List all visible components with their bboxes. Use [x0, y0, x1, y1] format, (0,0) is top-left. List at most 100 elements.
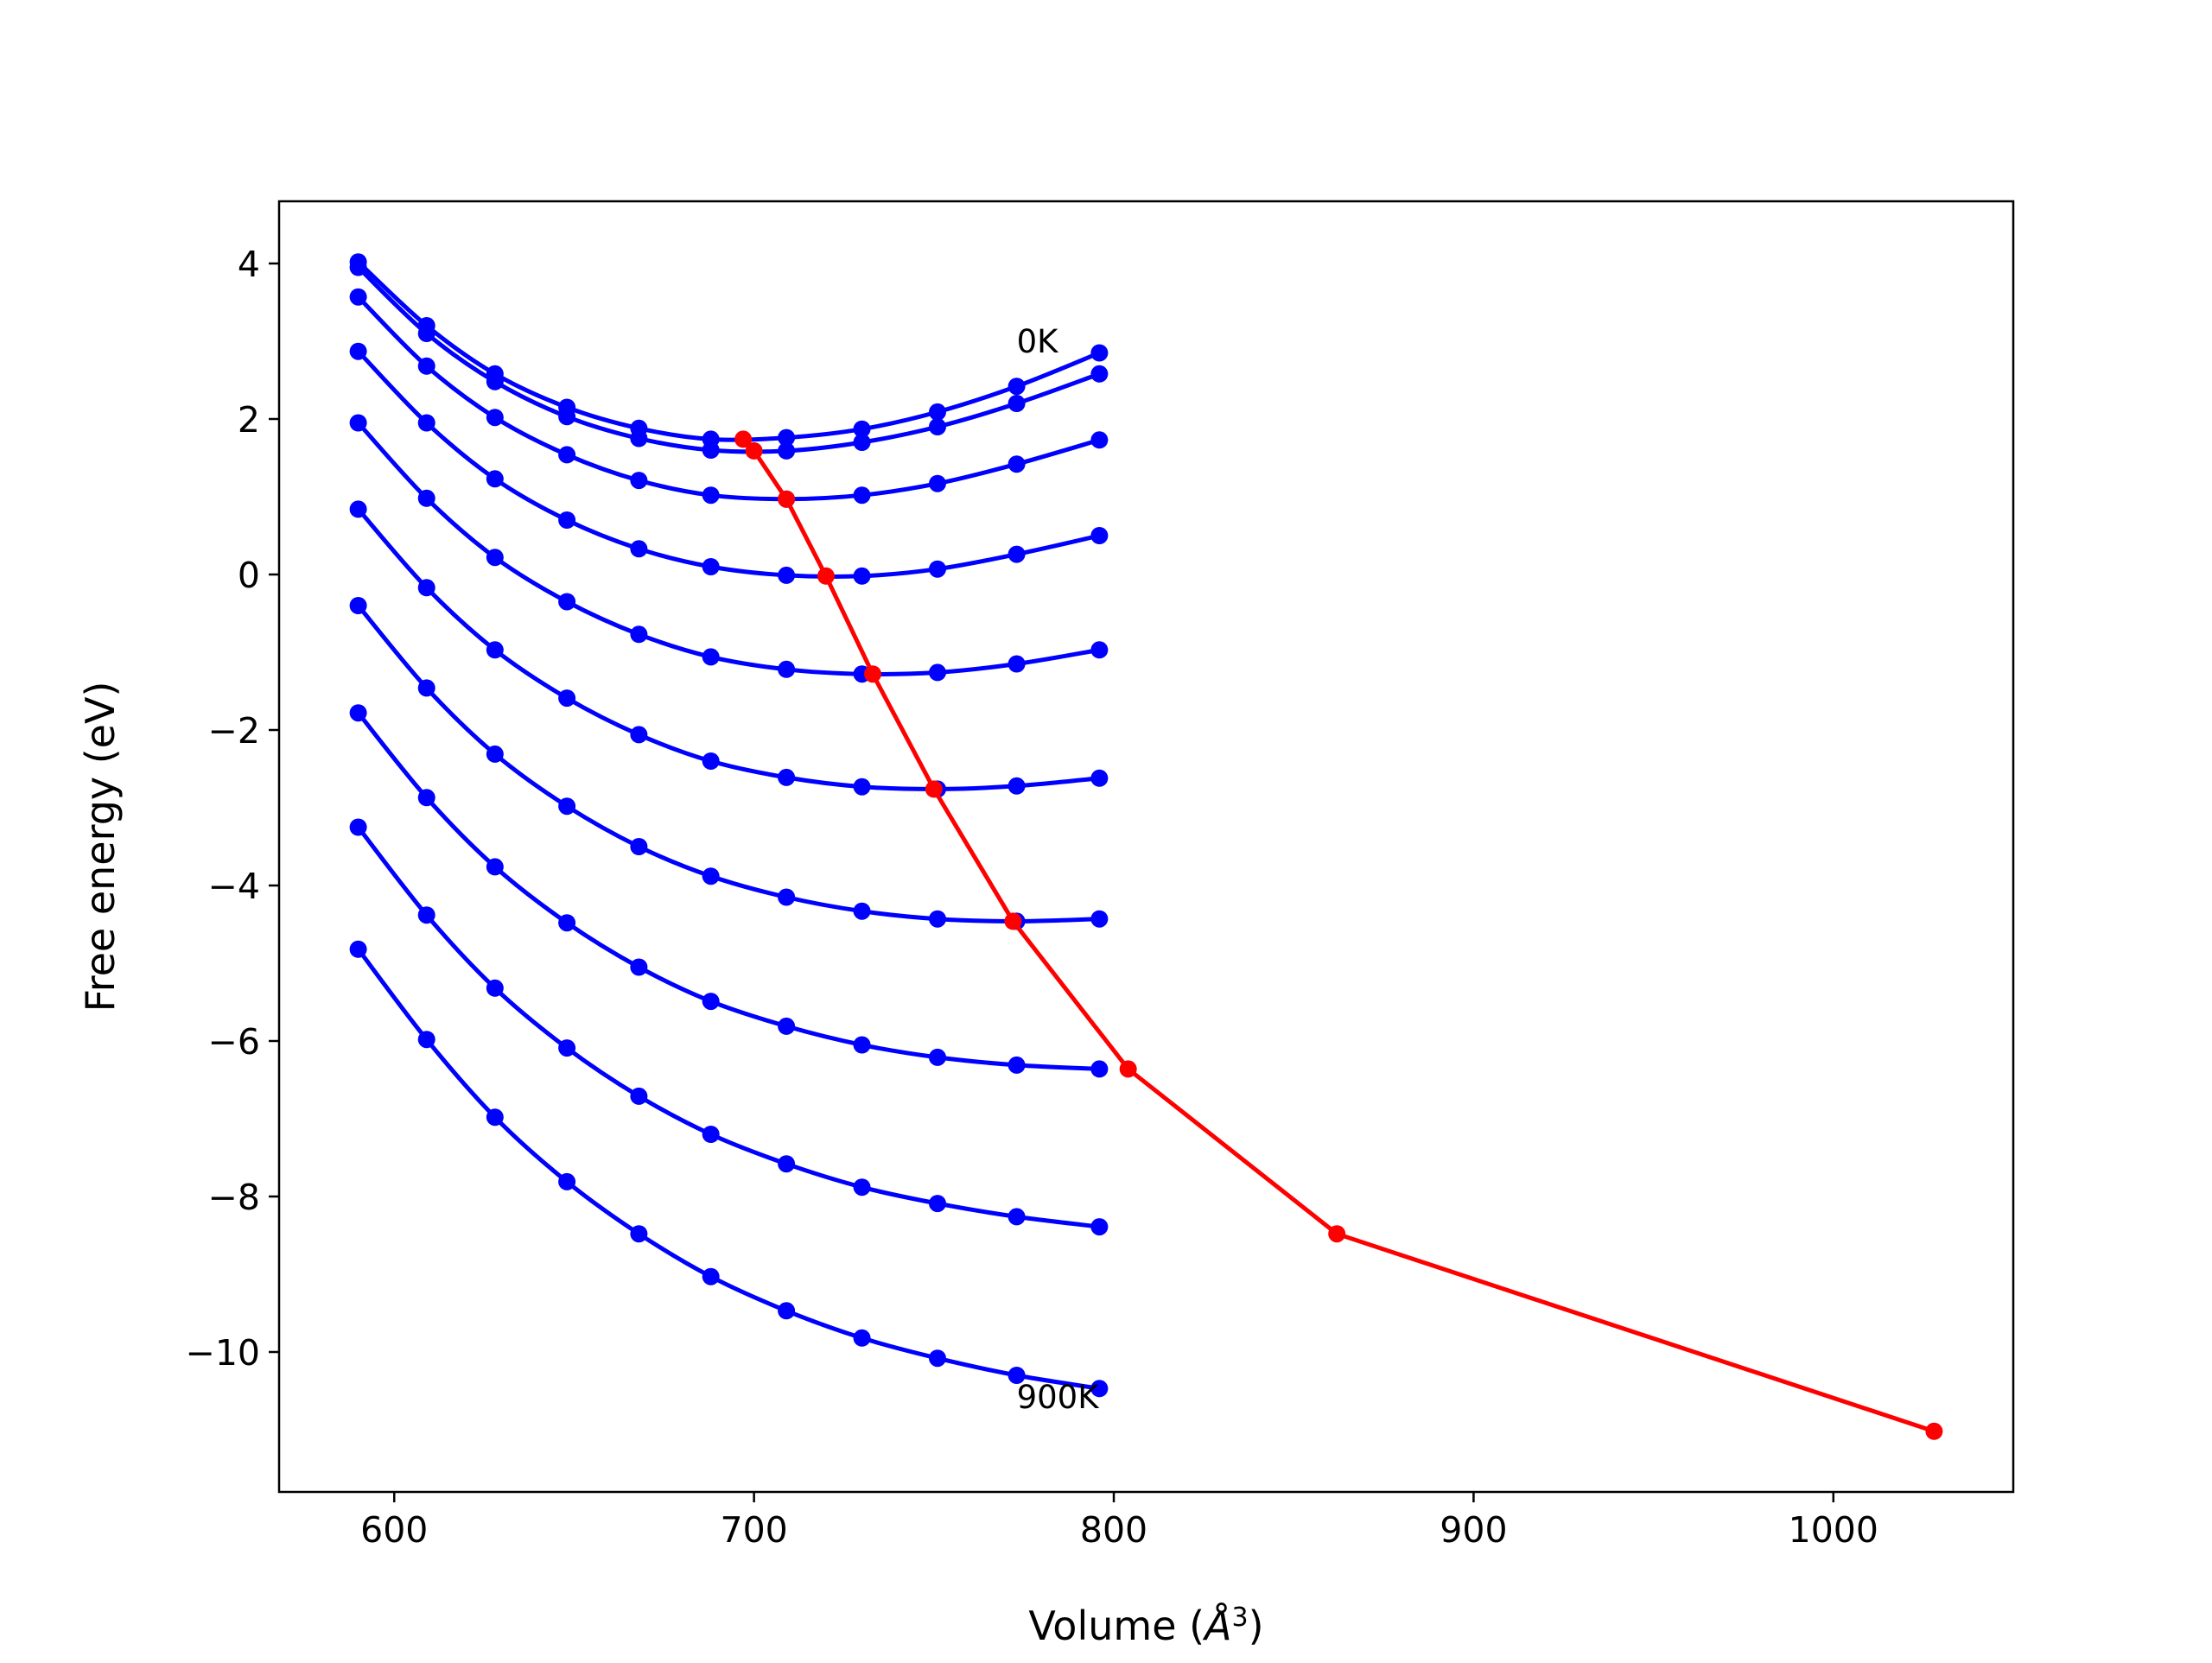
- series-point: [1007, 455, 1026, 473]
- minima-point: [1925, 1422, 1943, 1440]
- series-point: [558, 593, 576, 611]
- series-point: [630, 625, 648, 644]
- series-point: [853, 420, 871, 438]
- series-point: [928, 1195, 946, 1213]
- y-tick-label: −10: [185, 1332, 260, 1374]
- minima-point: [1119, 1060, 1137, 1078]
- series-point: [486, 549, 504, 567]
- series-point: [417, 414, 435, 432]
- series-9: [349, 940, 1109, 1398]
- series-point: [630, 1225, 648, 1243]
- y-tick-label: 0: [238, 555, 260, 596]
- series-point: [778, 768, 796, 786]
- series-point: [928, 1048, 946, 1066]
- series-point: [1090, 910, 1109, 928]
- series-point: [630, 540, 648, 558]
- series-point: [928, 474, 946, 492]
- series-point: [1090, 344, 1109, 362]
- series-point: [1090, 1060, 1109, 1078]
- series-point: [558, 797, 576, 816]
- series-point: [1007, 1208, 1026, 1226]
- series-point: [417, 679, 435, 697]
- series-point: [702, 752, 720, 770]
- series-point: [702, 993, 720, 1011]
- minima-point: [745, 441, 763, 460]
- x-tick-label: 900: [1440, 1509, 1507, 1551]
- series-point: [1090, 769, 1109, 787]
- series-point: [417, 1031, 435, 1049]
- series-point: [558, 408, 576, 426]
- series-3: [349, 342, 1109, 585]
- series-point: [853, 1036, 871, 1054]
- series-point: [417, 325, 435, 342]
- series-point: [486, 979, 504, 997]
- series-point: [928, 1349, 946, 1368]
- series-point: [486, 1108, 504, 1127]
- series-point: [349, 342, 367, 360]
- series-point: [702, 867, 720, 885]
- series-5: [349, 500, 1109, 798]
- x-tick-label: 800: [1080, 1509, 1147, 1551]
- series-point: [778, 1017, 796, 1035]
- minima-series: [734, 430, 1943, 1440]
- series-point: [558, 511, 576, 529]
- plot-area: 0K 900K: [349, 253, 1943, 1440]
- series-point: [928, 910, 946, 928]
- series-4: [349, 414, 1109, 683]
- series-point: [1090, 1218, 1109, 1236]
- x-tick-label: 600: [360, 1509, 428, 1551]
- series-point: [702, 558, 720, 575]
- minima-point: [734, 430, 753, 448]
- series-point: [853, 486, 871, 505]
- series-point: [853, 567, 871, 585]
- series-point: [417, 357, 435, 375]
- series-point: [778, 428, 796, 447]
- series-point: [853, 1178, 871, 1196]
- series-point: [630, 429, 648, 447]
- annotation-label: 900K: [1017, 1379, 1101, 1416]
- series-point: [486, 409, 504, 427]
- series-point: [1007, 378, 1026, 396]
- series-point: [558, 1172, 576, 1190]
- minima-point: [925, 780, 943, 798]
- x-axis-label: Volume (Å3): [1028, 1603, 1263, 1649]
- minima-point: [864, 665, 882, 683]
- series-point: [702, 1126, 720, 1143]
- series-point: [349, 818, 367, 836]
- series-point: [486, 858, 504, 876]
- series-point: [778, 441, 796, 460]
- minima-point: [1004, 912, 1022, 930]
- series-point: [558, 914, 576, 932]
- series-point: [1090, 365, 1109, 383]
- series-point: [349, 597, 367, 614]
- series-point: [853, 902, 871, 920]
- series-point: [486, 641, 504, 659]
- series-point: [778, 1302, 796, 1320]
- x-tick-label: 700: [721, 1509, 788, 1551]
- series-point: [1007, 777, 1026, 795]
- series-point: [1090, 431, 1109, 449]
- axis-ticks: 600 700 800 900 1000 4 2 0 −2 −4 −6 −8 −10: [185, 244, 1878, 1551]
- x-tick-label: 1000: [1789, 1509, 1878, 1551]
- series-point: [417, 579, 435, 597]
- series-point: [486, 372, 504, 390]
- series-point: [853, 778, 871, 796]
- series-point: [1007, 545, 1026, 563]
- minima-point: [1328, 1225, 1346, 1243]
- series-point: [417, 489, 435, 507]
- series-point: [349, 500, 367, 518]
- y-tick-label: −6: [208, 1021, 260, 1063]
- series-point: [778, 888, 796, 906]
- series-point: [349, 414, 367, 432]
- series-point: [778, 660, 796, 678]
- series-point: [702, 648, 720, 666]
- y-axis-label: Free energy (eV): [77, 682, 124, 1012]
- series-point: [417, 789, 435, 807]
- series-point: [349, 704, 367, 722]
- series-point: [778, 1155, 796, 1173]
- axes-frame: [277, 200, 2015, 1494]
- series-7: [349, 704, 1109, 1078]
- series-point: [486, 470, 504, 488]
- y-tick-label: −2: [208, 710, 260, 752]
